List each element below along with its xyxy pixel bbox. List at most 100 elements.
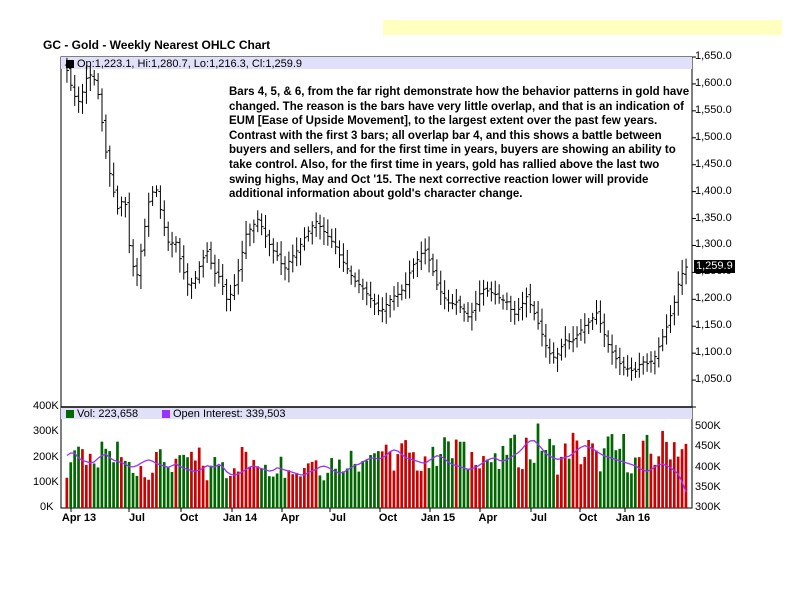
- volume-bar: [528, 459, 532, 508]
- volume-bar: [404, 440, 407, 508]
- volume-bar: [641, 440, 645, 508]
- volume-bar: [248, 466, 252, 508]
- volume-left-tick-label: 0K: [40, 501, 54, 513]
- x-tick-label: Apr: [280, 512, 300, 524]
- volume-bar: [505, 454, 509, 508]
- oi-right-tick-label: 350K: [695, 480, 721, 493]
- volume-bar: [69, 462, 73, 508]
- volume-bar: [443, 437, 446, 508]
- price-panel-frame: [60, 56, 693, 408]
- volume-bar: [186, 457, 189, 508]
- volume-left-tick-label: 400K: [33, 400, 59, 412]
- volume-bar: [591, 443, 594, 508]
- volume-bar: [377, 451, 380, 508]
- volume-bar: [630, 473, 633, 508]
- price-tick-label: 1,550.0: [695, 103, 732, 116]
- volume-bar: [338, 459, 341, 508]
- volume-bar: [633, 457, 637, 508]
- volume-bar: [92, 463, 96, 508]
- volume-bar: [318, 475, 322, 508]
- volume-bar: [587, 440, 590, 508]
- volume-bar: [271, 476, 275, 508]
- volume-bar: [470, 451, 474, 508]
- price-tick-label: 1,200.0: [695, 292, 732, 305]
- volume-bar: [256, 466, 259, 508]
- x-tick-label: Jul: [531, 512, 547, 524]
- volume-bar: [493, 453, 497, 508]
- volume-bar: [423, 456, 427, 508]
- price-tick-label: 1,150.0: [695, 319, 732, 332]
- volume-bar: [365, 460, 369, 508]
- volume-bar: [267, 476, 271, 508]
- open-interest-line: [66, 439, 687, 493]
- volume-bar: [252, 459, 256, 508]
- volume-bar: [201, 465, 205, 508]
- volume-bar: [540, 450, 544, 508]
- volume-bar: [556, 474, 559, 508]
- volume-bar: [431, 446, 435, 508]
- volume-bar: [653, 464, 657, 508]
- volume-bar: [190, 451, 193, 508]
- x-tick-label: Oct: [179, 512, 199, 524]
- volume-bar: [158, 449, 162, 508]
- volume-bar: [104, 448, 108, 508]
- volume-bar: [174, 458, 178, 508]
- volume-left-tick-label: 200K: [33, 450, 59, 463]
- volume-bar: [536, 423, 540, 508]
- volume-bar: [486, 459, 489, 508]
- x-tick-label: Oct: [578, 512, 598, 524]
- volume-bar: [213, 457, 217, 508]
- volume-legend-text: Vol: 223,658: [77, 408, 139, 420]
- volume-bar: [357, 471, 361, 508]
- volume-bar: [497, 468, 501, 508]
- volume-bar: [369, 455, 372, 508]
- volume-bar: [548, 438, 552, 508]
- volume-bar: [84, 464, 88, 508]
- volume-bar: [131, 472, 135, 508]
- volume-bar: [287, 470, 291, 508]
- volume-bar: [166, 467, 170, 508]
- volume-bar: [435, 465, 439, 508]
- x-tick-label: Apr: [478, 512, 498, 524]
- volume-bar: [571, 432, 575, 508]
- volume-bar: [349, 450, 353, 508]
- volume-bar: [127, 461, 131, 508]
- volume-bar: [447, 441, 450, 508]
- volume-bar: [614, 450, 618, 508]
- price-legend: Op:1,223.1, Hi:1,280.7, Lo:1,216.3, Cl:1…: [66, 58, 302, 70]
- volume-bar: [618, 448, 622, 508]
- volume-bar: [521, 469, 524, 508]
- volume-bar: [236, 471, 240, 508]
- volume-bar: [65, 477, 69, 508]
- volume-bar: [295, 473, 298, 508]
- volume-bar: [197, 447, 201, 508]
- volume-bar: [310, 461, 314, 508]
- volume-left-tick-label: 100K: [33, 475, 59, 488]
- volume-bar: [151, 472, 154, 508]
- volume-bar: [532, 462, 536, 508]
- price-tick-label: 1,300.0: [695, 238, 732, 251]
- volume-bar: [135, 475, 139, 508]
- volume-bar: [517, 467, 520, 508]
- volume-bar: [217, 465, 221, 508]
- volume-bar: [626, 472, 629, 508]
- volume-bar: [513, 434, 516, 508]
- volume-bar: [193, 460, 197, 508]
- price-tick-label: 1,500.0: [695, 130, 732, 143]
- volume-bar: [341, 471, 345, 508]
- price-tick-label: 1,600.0: [695, 76, 732, 89]
- volume-bar: [155, 452, 158, 508]
- volume-bar: [384, 444, 388, 508]
- volume-bar: [221, 462, 224, 508]
- volume-bar: [334, 468, 337, 508]
- annotation-text: Bars 4, 5, & 6, from the far right demon…: [229, 86, 690, 201]
- volume-bar: [291, 474, 295, 508]
- volume-bar: [672, 442, 676, 508]
- x-tick-label: Jul: [129, 512, 145, 524]
- volume-legend: Vol: 223,658: [66, 408, 138, 420]
- volume-bar: [303, 468, 306, 508]
- volume-bar: [450, 458, 454, 508]
- volume-bar: [77, 446, 80, 508]
- volume-bar: [299, 476, 302, 508]
